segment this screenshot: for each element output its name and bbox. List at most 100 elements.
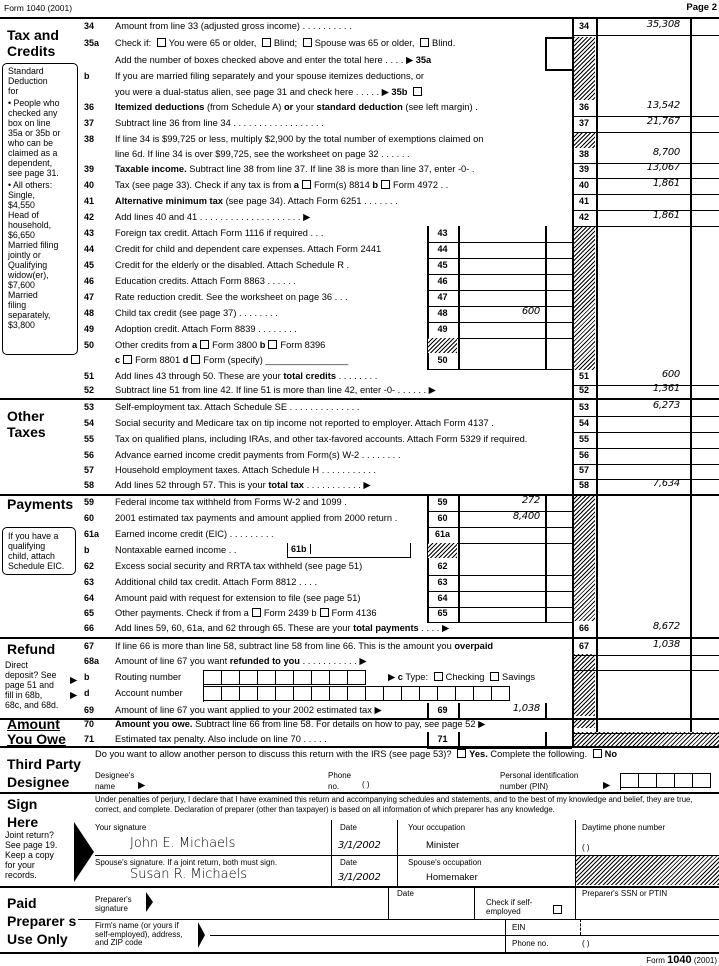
your-occupation[interactable]: Minister	[426, 840, 460, 851]
checkbox-checking[interactable]	[433, 672, 443, 681]
checkbox-8814[interactable]	[301, 180, 311, 189]
amount-58[interactable]: 7,634	[652, 478, 680, 489]
box-35a	[545, 37, 572, 39]
line-61a-text: Earned income credit (EIC) . . . . . . .…	[115, 529, 274, 539]
perjury-statement: Under penalties of perjury, I declare th…	[95, 795, 693, 814]
hatch	[574, 37, 595, 100]
checkbox-8396[interactable]	[268, 340, 278, 349]
checkbox-4136[interactable]	[319, 608, 329, 617]
account-number-input[interactable]	[203, 686, 510, 702]
amount-37[interactable]: 21,767	[646, 116, 681, 127]
row-divider	[572, 35, 719, 36]
your-date[interactable]: 3/1/2002	[338, 840, 381, 851]
line-number: 55	[84, 434, 95, 444]
line-50-text: Other credits from a Form 3800 b Form 8396	[115, 340, 325, 350]
amount-48[interactable]: 600	[521, 306, 540, 317]
line-number: 41	[84, 196, 95, 206]
checkbox-8801[interactable]	[123, 355, 133, 364]
self-employed-checkbox[interactable]	[553, 905, 562, 914]
amount-66[interactable]: 8,672	[652, 621, 680, 632]
line-number: 60	[84, 513, 95, 523]
pin-input[interactable]	[620, 773, 711, 790]
column-divider	[545, 290, 547, 306]
line-text: (see left margin) .	[402, 102, 478, 112]
ein-input[interactable]	[580, 919, 581, 935]
amount-40[interactable]: 1,861	[652, 178, 680, 189]
line-number: 62	[84, 561, 95, 571]
section-third-party: Third Party Designee	[7, 756, 81, 790]
checkbox-spouse-blind[interactable]	[420, 38, 430, 47]
amount-52[interactable]: 1,361	[652, 383, 680, 394]
preparer-phone-input[interactable]: ( )	[582, 939, 590, 948]
checkbox-savings[interactable]	[490, 672, 499, 681]
line-49-text: Adoption credit. Attach Form 8839 . . . …	[115, 324, 297, 334]
amount-60[interactable]: 8,400	[512, 511, 540, 522]
sidebar-line: $7,600	[8, 280, 35, 290]
sidebar-line: claimed as a	[8, 148, 58, 158]
no-checkbox[interactable]	[592, 749, 602, 758]
daytime-phone-input[interactable]: ( )	[582, 843, 590, 852]
amount-38[interactable]: 8,700	[652, 147, 680, 158]
sidebar-line: widow(er),	[8, 270, 49, 280]
standard-deduction-note: Standard Deduction for • People who checked …	[2, 63, 78, 355]
sidebar-line: Schedule EIC.	[8, 561, 65, 571]
amount-53[interactable]: 6,273	[652, 400, 680, 411]
line-text: 2001 estimated tax payments and amount a…	[115, 513, 398, 523]
line-56-text: Advance earned income credit payments fr…	[115, 450, 401, 460]
daytime-phone-label: Daytime phone number	[582, 823, 666, 832]
line-number: 47	[84, 292, 95, 302]
line-text-bold: or	[283, 102, 294, 112]
sidebar-line: Head of	[8, 210, 39, 220]
line-number: 38	[84, 134, 95, 144]
row-divider	[427, 527, 572, 528]
routing-number-input[interactable]	[203, 670, 366, 686]
amount-36[interactable]: 13,542	[646, 100, 681, 111]
amount-34[interactable]: 35,308	[646, 19, 681, 30]
amount-39[interactable]: 13,067	[646, 162, 681, 173]
line-text: Additional child tax credit. Attach Form…	[115, 577, 318, 587]
column-divider	[545, 559, 547, 575]
spouse-signature[interactable]: Susan R. Michaels	[130, 867, 247, 882]
digit-cell	[420, 686, 438, 701]
sidebar-line: $4,550	[8, 200, 35, 210]
designee-name-input[interactable]	[150, 775, 320, 789]
column-divider	[458, 242, 460, 258]
amount-42[interactable]: 1,861	[652, 210, 680, 221]
amount-69[interactable]: 1,038	[512, 703, 540, 714]
your-signature[interactable]: John E. Michaels	[130, 836, 236, 851]
checkbox-35b[interactable]	[413, 87, 423, 96]
column-divider	[545, 511, 547, 527]
digit-cell	[312, 686, 330, 701]
designee-name-label: Designee's name	[95, 771, 135, 791]
divider	[0, 952, 719, 954]
box-61b[interactable]: 61b	[287, 543, 411, 558]
checkbox-blind[interactable]	[261, 38, 271, 47]
box-35a[interactable]	[545, 37, 547, 70]
line-text: You were 65 or older,	[168, 38, 259, 48]
checkbox-spouse-65[interactable]	[302, 38, 312, 47]
checkbox-3800[interactable]	[200, 340, 210, 349]
box-label: 40	[578, 180, 589, 190]
digit-cell	[204, 686, 222, 701]
yes-checkbox[interactable]	[457, 749, 467, 758]
digit-cell	[492, 686, 510, 701]
checkbox-you-65[interactable]	[156, 38, 166, 47]
spouse-date[interactable]: 3/1/2002	[338, 872, 381, 883]
line-number: 52	[84, 385, 95, 395]
checkbox-specify[interactable]	[191, 355, 201, 364]
column-divider	[427, 337, 429, 369]
checkbox-4972[interactable]	[381, 180, 391, 189]
amount-59[interactable]: 272	[521, 495, 540, 506]
row-divider	[572, 733, 719, 734]
column-divider	[427, 306, 429, 322]
hatch	[574, 132, 595, 148]
row-divider	[572, 416, 719, 417]
line-text: Checking	[445, 672, 487, 682]
checkbox-2439[interactable]	[251, 608, 261, 617]
column-divider	[572, 17, 574, 746]
amount-51[interactable]: 600	[661, 369, 680, 380]
phone-input[interactable]: ( )	[362, 780, 370, 789]
column-divider	[458, 732, 460, 748]
amount-67[interactable]: 1,038	[652, 639, 680, 650]
spouse-occupation[interactable]: Homemaker	[426, 872, 478, 883]
